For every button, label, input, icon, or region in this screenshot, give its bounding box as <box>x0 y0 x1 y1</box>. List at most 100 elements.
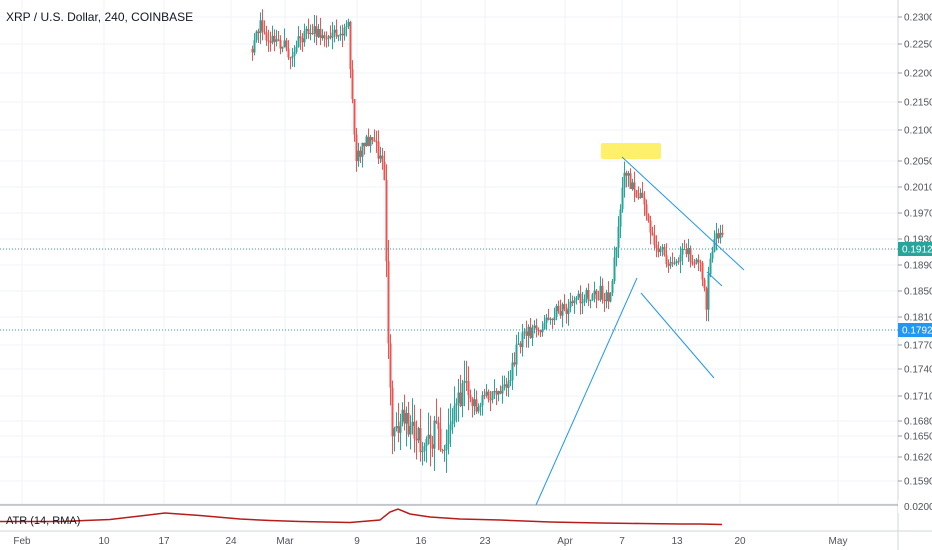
candle-body <box>635 190 638 198</box>
candle-body <box>497 391 500 395</box>
candle-body <box>493 391 496 393</box>
candle-body <box>359 150 362 157</box>
candle-body <box>327 36 330 39</box>
candle-body <box>379 155 382 159</box>
candle-body <box>651 232 654 236</box>
candle-body <box>369 137 372 146</box>
candle-body <box>597 299 600 301</box>
candle-body <box>281 46 284 49</box>
candle-body <box>491 391 494 400</box>
candle-body <box>691 261 694 264</box>
candle-body <box>617 226 620 248</box>
x-tick-label: 16 <box>415 536 427 547</box>
candle-body <box>695 259 698 264</box>
candle-body <box>289 57 292 59</box>
candle-body <box>585 289 588 299</box>
candle-body <box>263 31 266 33</box>
candle-body <box>533 325 536 328</box>
candle-body <box>685 249 688 255</box>
candle-body <box>449 424 452 430</box>
candle-body <box>477 406 480 412</box>
x-tick-label: Mar <box>276 536 294 547</box>
candle-body <box>649 220 652 233</box>
candle-body <box>399 421 402 433</box>
candle-body <box>661 247 664 249</box>
candle-body <box>251 48 254 53</box>
candle-body <box>411 421 414 426</box>
candle-body <box>643 197 646 205</box>
candle-body <box>395 426 398 429</box>
candle-body <box>277 39 280 41</box>
candle-body <box>451 420 454 425</box>
candle-body <box>461 383 464 407</box>
candle-body <box>667 264 670 266</box>
ref-price-tag <box>898 323 932 337</box>
candle-body <box>677 261 680 263</box>
candle-body <box>639 192 642 198</box>
atr-axis-value: 0.0200 <box>904 502 932 513</box>
candle-body <box>253 40 256 53</box>
candle-body <box>317 28 320 37</box>
candle-body <box>529 326 532 339</box>
candle-body <box>409 425 412 435</box>
candle-body <box>659 248 662 253</box>
candle-body <box>637 197 640 199</box>
candle-body <box>595 290 598 300</box>
time-axis[interactable]: Feb 10 17 24 Mar 9 16 23 Apr 7 13 20 May <box>13 536 847 547</box>
candle-body <box>275 39 278 42</box>
price-axis[interactable]: 0.2300 0.2250 0.2200 0.2150 0.2100 0.2050 0.20… <box>898 13 932 511</box>
candle-body <box>435 420 438 423</box>
candle-body <box>337 35 340 37</box>
candle-body <box>489 399 492 401</box>
candle-body <box>357 150 360 162</box>
candle-body <box>467 381 470 395</box>
candle-body <box>689 247 692 262</box>
candle-body <box>611 280 614 293</box>
atr-line <box>0 508 723 526</box>
y-tick-label: 0.2100 <box>904 126 932 137</box>
candle-body <box>693 263 696 265</box>
candle-body <box>623 172 626 188</box>
y-tick-label: 0.1890 <box>904 261 932 272</box>
candle-body <box>697 259 700 262</box>
y-tick-label: 0.1710 <box>904 392 932 403</box>
grid-lines <box>0 0 898 505</box>
candle-body <box>545 317 548 324</box>
candle-body <box>315 26 318 37</box>
x-tick-label: Feb <box>13 536 31 547</box>
y-tick-label: 0.1740 <box>904 365 932 376</box>
candle-body <box>565 309 568 314</box>
y-tick-label: 0.1930 <box>904 235 932 246</box>
candle-body <box>609 292 612 302</box>
x-tick-label: 10 <box>98 536 110 547</box>
y-tick-label: 0.1680 <box>904 417 932 428</box>
price-tags: 0.1912 0.1792 <box>0 242 932 337</box>
candle-body <box>441 449 444 451</box>
candle-body <box>407 413 410 435</box>
candle-body <box>389 343 392 388</box>
candle-body <box>349 21 352 70</box>
candle-body <box>551 318 554 321</box>
candle-body <box>339 33 342 36</box>
y-tick-label: 0.1810 <box>904 313 932 324</box>
candle-body <box>381 155 384 162</box>
candle-body <box>499 391 502 394</box>
candle-body <box>307 28 310 35</box>
candle-body <box>619 209 622 227</box>
candle-body <box>583 298 586 303</box>
candle-body <box>705 288 708 310</box>
candle-body <box>279 39 282 49</box>
candle-body <box>403 409 406 424</box>
candle-body <box>319 28 322 39</box>
candle-body <box>539 330 542 333</box>
candle-body <box>363 142 366 147</box>
peak-highlight-box <box>601 143 661 159</box>
atr-label[interactable]: ATR (14, RMA) <box>6 515 80 527</box>
candle-body <box>519 343 522 348</box>
candle-body <box>367 136 370 146</box>
candle-body <box>437 422 440 429</box>
candle-body <box>455 403 458 406</box>
candle-body <box>431 444 434 449</box>
candle-body <box>301 38 304 43</box>
y-tick-label: 0.1970 <box>904 209 932 220</box>
